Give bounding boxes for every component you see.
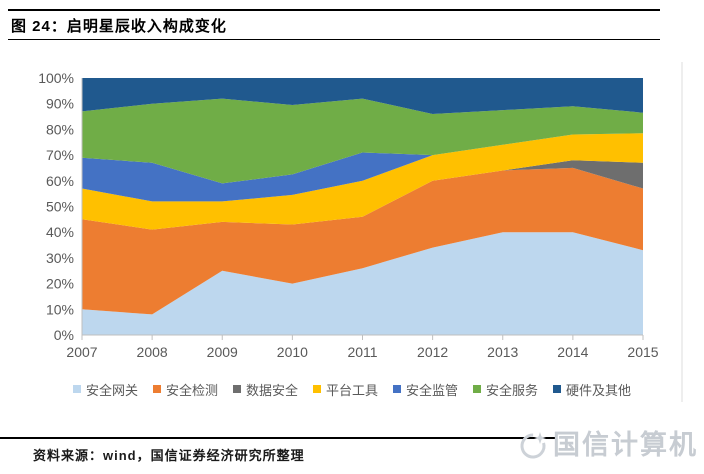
legend-swatch-security-gateway	[72, 385, 81, 393]
watermark-text: 国信计算机	[553, 430, 698, 460]
x-axis-tick-label: 2014	[557, 344, 588, 360]
source-note: 资料来源：wind，国信证券经济研究所整理	[33, 448, 305, 463]
area-series-hardware-other	[82, 78, 643, 114]
y-axis-tick-label: 60%	[46, 173, 74, 189]
x-axis-tick-label: 2015	[627, 344, 658, 360]
legend-swatch-hardware-other	[553, 385, 562, 393]
y-axis-tick-label: 30%	[46, 250, 74, 266]
x-axis-tick-label: 2009	[207, 344, 238, 360]
figure-title: 图 24：启明星辰收入构成变化	[11, 18, 227, 35]
y-axis-tick-label: 80%	[46, 121, 74, 137]
y-axis-tick-label: 0%	[54, 327, 74, 343]
watermark-brand-icon	[520, 432, 546, 459]
y-axis-tick-label: 40%	[46, 224, 74, 240]
area-series-data-security	[82, 160, 643, 230]
top-rule	[8, 9, 660, 11]
legend-item-security-service: 安全服务	[473, 380, 538, 399]
area-series-security-detection	[82, 167, 643, 315]
area-series-security-gateway	[82, 232, 643, 335]
y-axis-tick-label: 90%	[46, 96, 74, 112]
y-axis-tick-label: 70%	[46, 147, 74, 163]
legend-label: 平台工具	[325, 382, 378, 398]
legend-item-data-security: 数据安全	[232, 380, 298, 399]
area-series-security-supervision	[82, 133, 643, 202]
legend-label: 安全服务	[486, 382, 539, 398]
y-axis-tick-label: 50%	[46, 199, 74, 215]
legend-swatch-data-security	[232, 385, 241, 393]
watermark-logo: 国信计算机	[517, 428, 698, 462]
legend-swatch-security-service	[473, 385, 482, 393]
area-series-security-service	[82, 98, 643, 184]
y-axis-tick-label: 20%	[46, 276, 74, 292]
x-axis-tick-label: 2008	[137, 344, 168, 360]
legend-label: 数据安全	[245, 382, 298, 398]
legend-item-security-detection: 安全检测	[152, 380, 218, 399]
legend-item-platform-tools: 平台工具	[312, 380, 378, 399]
y-axis-tick-label: 100%	[38, 70, 74, 86]
legend-swatch-platform-tools	[312, 385, 321, 393]
footer-rule	[0, 437, 557, 439]
x-axis-tick-label: 2012	[417, 344, 448, 360]
chart-legend: 安全网关 安全检测 数据安全 平台工具 安全监管 安全服务 硬件及其他	[0, 380, 704, 398]
legend-label: 安全网关	[85, 382, 138, 398]
legend-label: 安全监管	[406, 382, 459, 398]
x-axis-tick-label: 2011	[347, 344, 377, 360]
area-series-platform-tools	[82, 133, 643, 230]
x-axis-tick-label: 2007	[66, 344, 97, 360]
y-axis-tick-label: 10%	[46, 301, 74, 317]
legend-swatch-security-supervision	[393, 385, 401, 393]
legend-label: 硬件及其他	[566, 382, 632, 398]
legend-item-hardware-other: 硬件及其他	[553, 380, 631, 399]
title-underline-rule	[8, 39, 660, 40]
legend-item-security-supervision: 安全监管	[393, 380, 458, 399]
x-axis-tick-label: 2013	[487, 344, 518, 360]
legend-item-security-gateway: 安全网关	[72, 380, 138, 399]
x-axis-tick-label: 2010	[277, 344, 308, 360]
legend-label: 安全检测	[165, 382, 218, 398]
legend-swatch-security-detection	[152, 385, 161, 393]
